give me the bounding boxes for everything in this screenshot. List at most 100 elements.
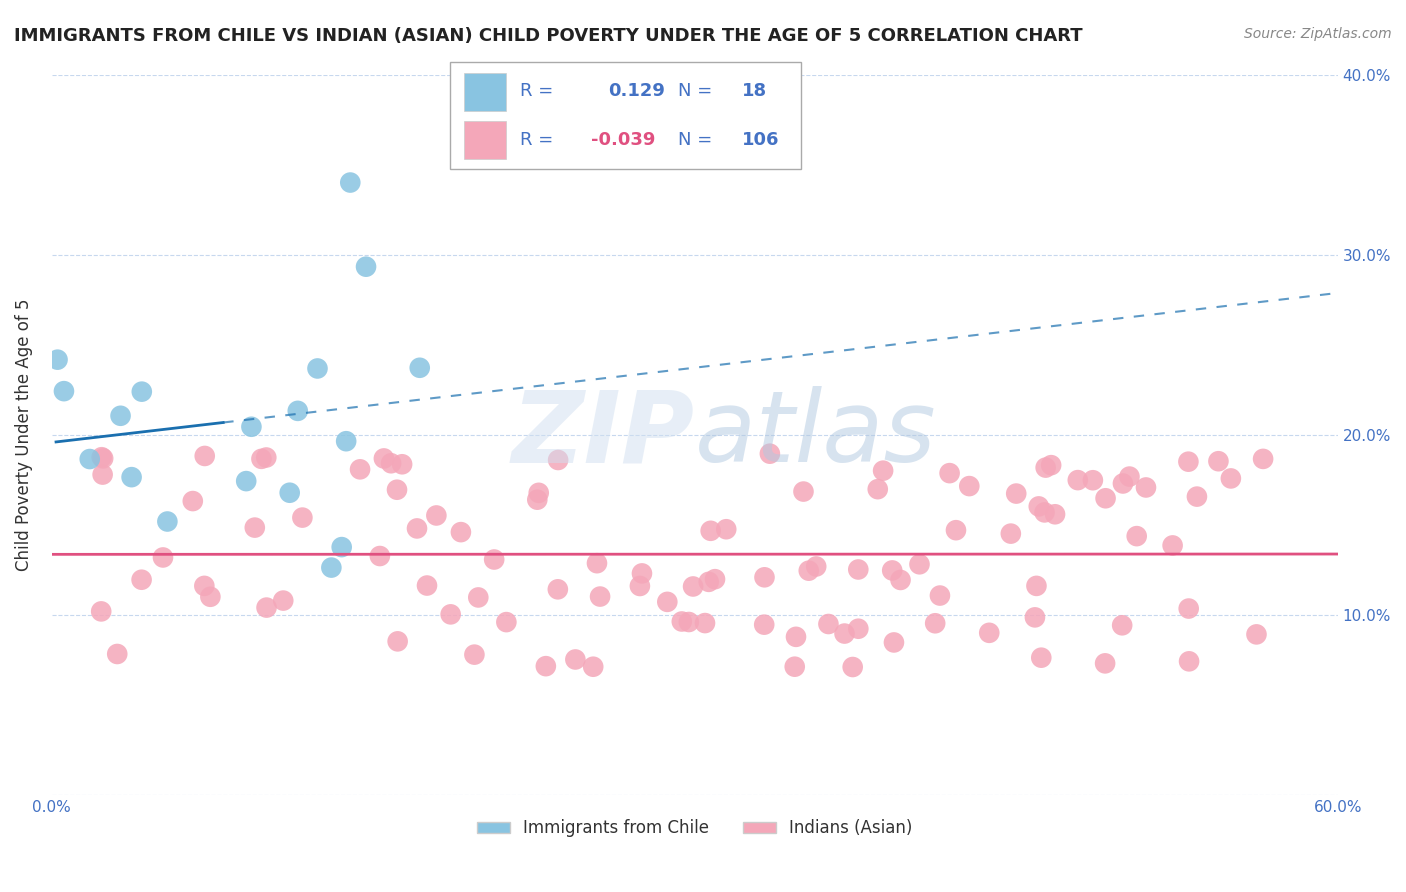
Immigrants from Chile [52,384,75,399]
Indians (Asian) [1081,473,1104,487]
Indians (Asian) [1111,618,1133,632]
Indians (Asian) [467,591,489,605]
FancyBboxPatch shape [450,62,801,169]
Indians (Asian) [391,457,413,471]
Immigrants from Chile [278,485,301,500]
Indians (Asian) [385,483,408,497]
Text: N =: N = [679,130,713,148]
Indians (Asian) [945,523,967,537]
Indians (Asian) [547,582,569,597]
Indians (Asian) [547,453,569,467]
Indians (Asian) [589,590,612,604]
Text: Source: ZipAtlas.com: Source: ZipAtlas.com [1244,27,1392,41]
Text: R =: R = [520,130,554,148]
Indians (Asian) [91,467,114,482]
Indians (Asian) [1161,538,1184,552]
Immigrants from Chile [156,515,179,529]
Indians (Asian) [105,647,128,661]
Immigrants from Chile [330,540,353,554]
Indians (Asian) [783,659,806,673]
Indians (Asian) [582,659,605,673]
Indians (Asian) [463,648,485,662]
Indians (Asian) [482,552,505,566]
Indians (Asian) [368,549,391,563]
Indians (Asian) [1177,455,1199,469]
Indians (Asian) [682,579,704,593]
Indians (Asian) [754,570,776,584]
Indians (Asian) [194,449,217,463]
Indians (Asian) [979,625,1001,640]
Indians (Asian) [181,494,204,508]
Indians (Asian) [91,451,114,466]
Indians (Asian) [866,482,889,496]
Indians (Asian) [1000,526,1022,541]
Indians (Asian) [1035,460,1057,475]
Indians (Asian) [564,652,586,666]
Indians (Asian) [256,600,278,615]
Text: ZIP: ZIP [512,386,695,483]
Indians (Asian) [534,659,557,673]
Immigrants from Chile [121,470,143,484]
Indians (Asian) [957,479,980,493]
Indians (Asian) [1135,480,1157,494]
Text: 18: 18 [742,82,766,100]
Text: -0.039: -0.039 [591,130,655,148]
Indians (Asian) [929,589,952,603]
Indians (Asian) [450,525,472,540]
Indians (Asian) [697,574,720,589]
Y-axis label: Child Poverty Under the Age of 5: Child Poverty Under the Age of 5 [15,298,32,571]
Indians (Asian) [872,464,894,478]
Indians (Asian) [1208,454,1230,468]
Indians (Asian) [1024,610,1046,624]
Indians (Asian) [527,486,550,500]
Immigrants from Chile [354,260,377,274]
Indians (Asian) [380,456,402,470]
Indians (Asian) [806,559,828,574]
Indians (Asian) [1031,650,1053,665]
Indians (Asian) [671,615,693,629]
Immigrants from Chile [240,419,263,434]
Indians (Asian) [425,508,447,523]
Indians (Asian) [1177,601,1199,615]
Indians (Asian) [291,510,314,524]
Immigrants from Chile [79,452,101,467]
Text: N =: N = [679,82,713,100]
Immigrants from Chile [46,352,69,367]
Indians (Asian) [657,595,679,609]
FancyBboxPatch shape [464,121,506,159]
Immigrants from Chile [131,384,153,399]
Immigrants from Chile [235,474,257,488]
Immigrants from Chile [110,409,132,423]
Indians (Asian) [889,573,911,587]
Indians (Asian) [834,626,856,640]
Immigrants from Chile [307,361,329,376]
Immigrants from Chile [335,434,357,449]
Indians (Asian) [1246,627,1268,641]
Indians (Asian) [631,566,654,581]
Indians (Asian) [131,573,153,587]
Indians (Asian) [250,451,273,466]
Indians (Asian) [1125,529,1147,543]
Indians (Asian) [883,635,905,649]
Indians (Asian) [693,616,716,631]
Indians (Asian) [704,572,727,586]
Indians (Asian) [1094,491,1116,506]
Indians (Asian) [882,564,904,578]
Indians (Asian) [271,593,294,607]
Indians (Asian) [387,634,409,648]
Indians (Asian) [1251,451,1274,466]
Text: R =: R = [520,82,554,100]
Indians (Asian) [406,521,429,535]
Immigrants from Chile [409,360,432,375]
Legend: Immigrants from Chile, Indians (Asian): Immigrants from Chile, Indians (Asian) [470,813,920,844]
Indians (Asian) [817,617,839,632]
Indians (Asian) [1094,657,1116,671]
Indians (Asian) [678,615,700,629]
Indians (Asian) [846,562,869,576]
Indians (Asian) [716,522,738,536]
Indians (Asian) [373,451,395,466]
Indians (Asian) [1040,458,1063,472]
Indians (Asian) [924,616,946,631]
Indians (Asian) [193,579,215,593]
Indians (Asian) [1033,505,1056,519]
